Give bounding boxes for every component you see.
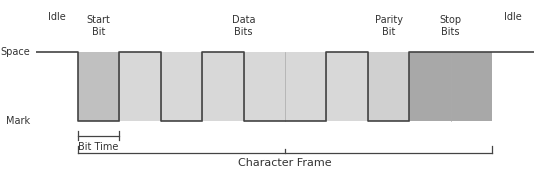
Bar xyxy=(368,53,409,121)
Text: Stop
Bits: Stop Bits xyxy=(440,15,462,37)
Bar xyxy=(409,53,492,121)
Text: Character Frame: Character Frame xyxy=(238,158,332,168)
Text: Idle: Idle xyxy=(504,12,522,22)
Bar xyxy=(119,53,368,121)
Text: Parity
Bit: Parity Bit xyxy=(374,15,402,37)
Text: Mark: Mark xyxy=(6,116,30,125)
Bar xyxy=(78,53,119,121)
Text: Idle: Idle xyxy=(48,12,66,22)
Text: Data
Bits: Data Bits xyxy=(232,15,255,37)
Text: Start
Bit: Start Bit xyxy=(87,15,110,37)
Text: Bit Time: Bit Time xyxy=(78,142,119,152)
Text: Space: Space xyxy=(1,47,30,57)
